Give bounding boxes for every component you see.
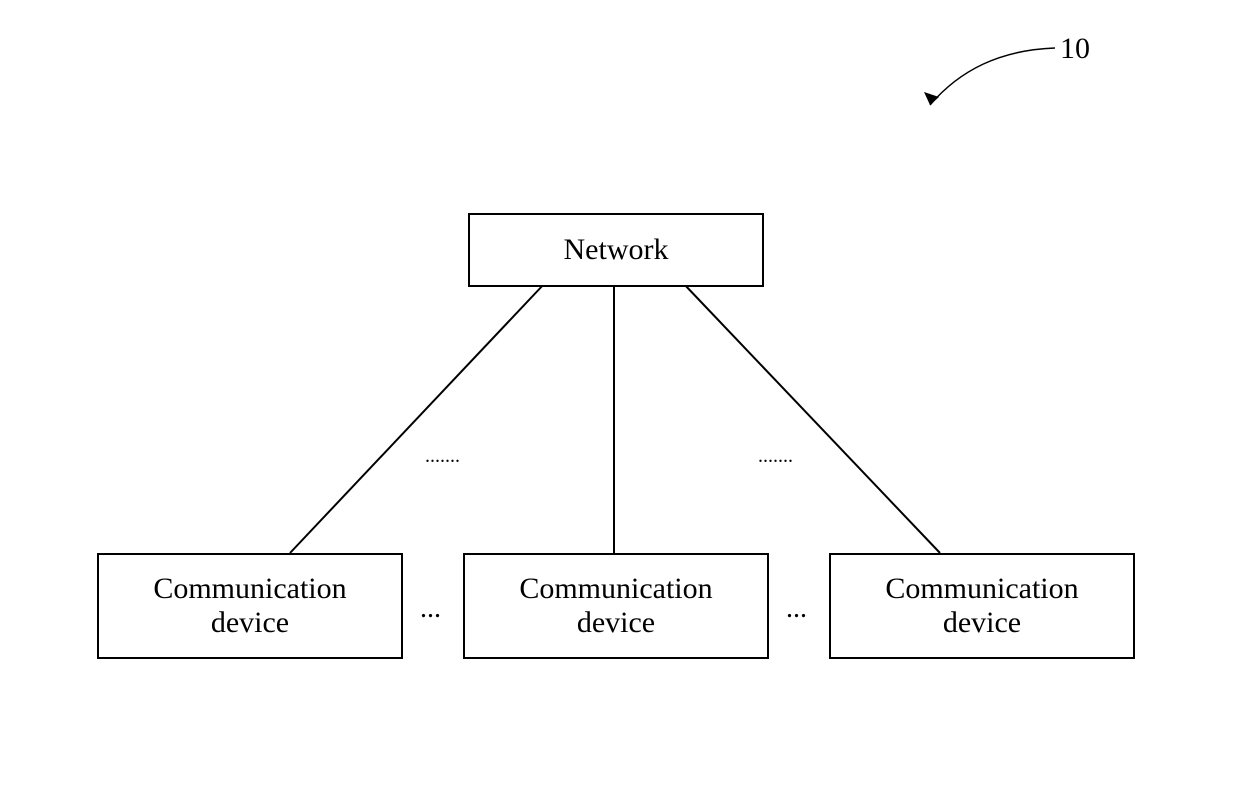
figure-ref-label: 10: [1060, 32, 1090, 66]
node-network-label: Network: [564, 233, 669, 268]
box-ellipsis-1: ...: [786, 593, 807, 625]
box-ellipsis-0: ...: [420, 593, 441, 625]
node-dev2: Communicationdevice: [463, 553, 769, 659]
node-dev1: Communicationdevice: [97, 553, 403, 659]
edges-group: [290, 283, 940, 553]
node-network: Network: [468, 213, 764, 287]
node-dev2-label: Communicationdevice: [519, 572, 712, 641]
diagram-svg: [0, 0, 1240, 785]
edge-ellipsis-1: .......: [758, 445, 793, 468]
ref-arrow-group: [924, 48, 1055, 105]
node-dev3-label: Communicationdevice: [885, 572, 1078, 641]
node-dev1-label: Communicationdevice: [153, 572, 346, 641]
diagram-canvas: Network Communicationdevice Communicatio…: [0, 0, 1240, 785]
edge-ellipsis-0: .......: [425, 445, 460, 468]
node-dev3: Communicationdevice: [829, 553, 1135, 659]
